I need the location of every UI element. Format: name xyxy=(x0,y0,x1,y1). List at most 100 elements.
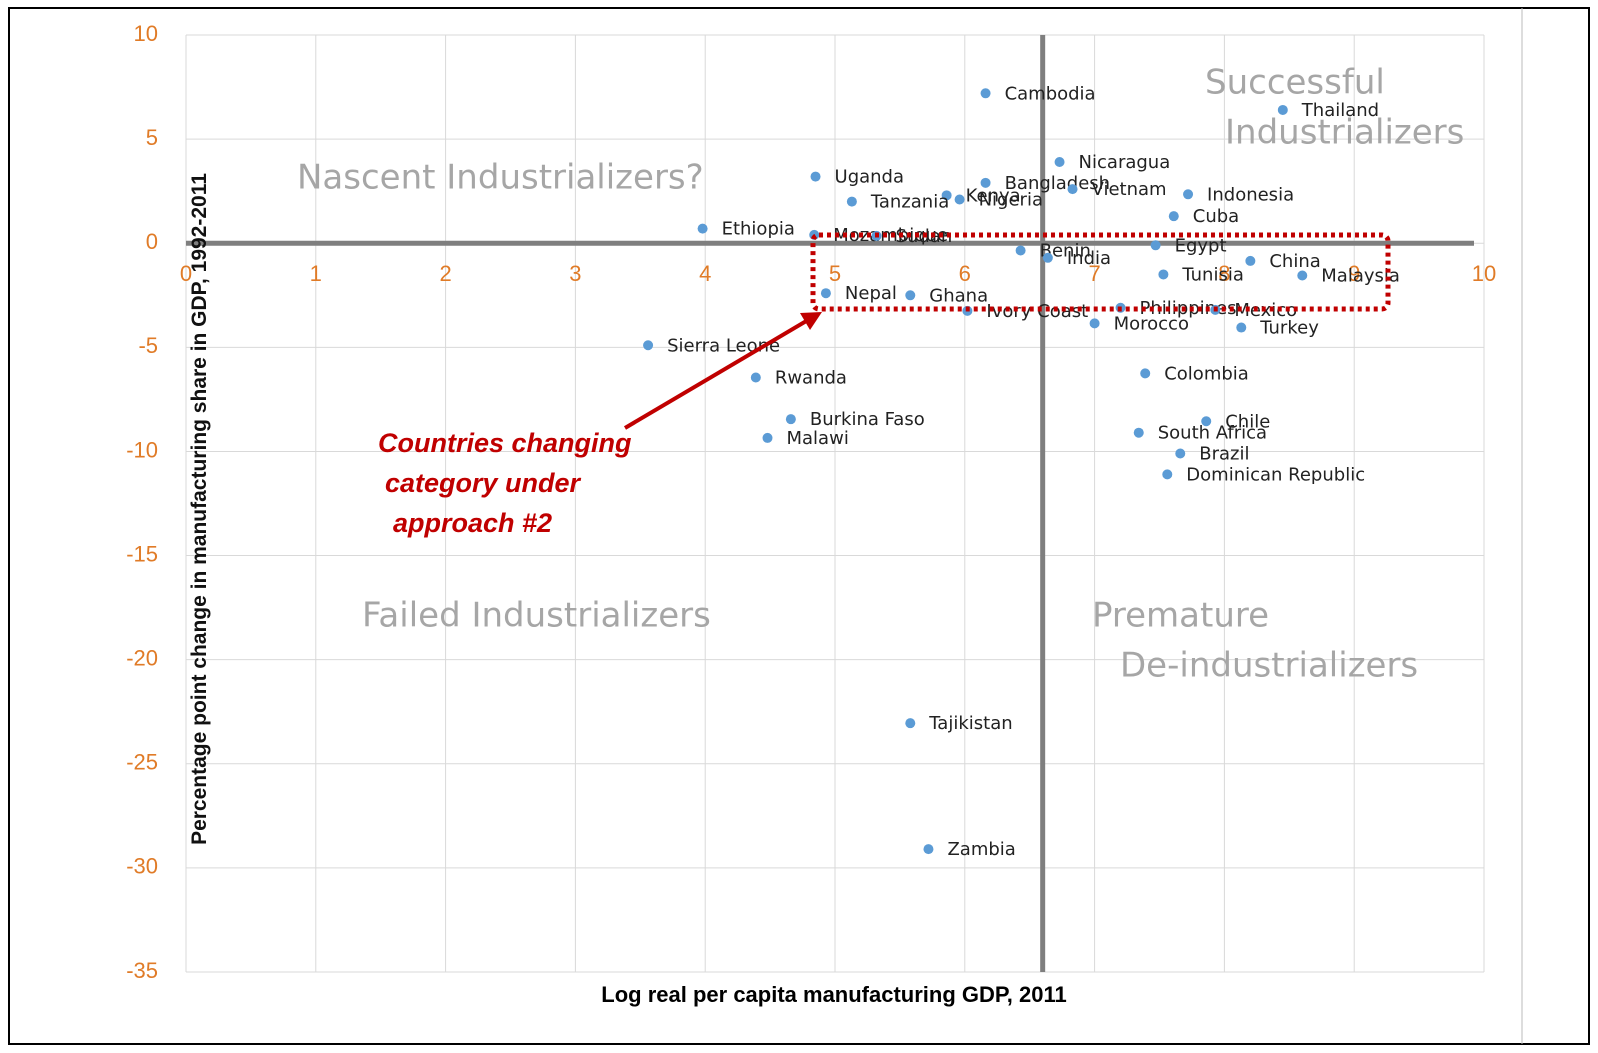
y-tick-label: 0 xyxy=(146,229,158,254)
highlight-box xyxy=(810,232,1391,312)
point-label: Mexico xyxy=(1234,300,1297,321)
point xyxy=(905,290,916,301)
frame xyxy=(8,7,1590,1045)
point xyxy=(1297,270,1308,281)
quadrant-label: Nascent Industrializers? xyxy=(297,158,704,198)
point-label: Nepal xyxy=(845,283,897,304)
x-tick-label: 3 xyxy=(569,261,581,286)
point-label: Ethiopia xyxy=(722,219,795,240)
point xyxy=(762,432,773,443)
y-axis-title: Percentage point change in manufacturing… xyxy=(188,173,211,845)
point-label: Thailand xyxy=(1301,100,1379,121)
point xyxy=(750,372,761,383)
arrow-head xyxy=(800,312,822,330)
arrow-line xyxy=(623,318,810,430)
point xyxy=(810,171,821,182)
point xyxy=(1201,416,1212,427)
point xyxy=(1042,252,1053,263)
x-tick-label: 8 xyxy=(1218,261,1230,286)
point-label: China xyxy=(1269,251,1320,272)
point xyxy=(1067,184,1078,195)
point-label: Indonesia xyxy=(1207,184,1294,205)
point-label: Burkina Faso xyxy=(810,409,925,430)
point xyxy=(846,196,857,207)
point xyxy=(1133,427,1144,438)
point-label: Morocco xyxy=(1114,313,1189,334)
point-label: Brazil xyxy=(1199,444,1249,465)
quadrant-label: Failed Industrializers xyxy=(362,596,711,636)
point xyxy=(1140,368,1151,379)
point-label: Tanzania xyxy=(870,192,949,213)
quadrant-label: Successful xyxy=(1205,63,1385,103)
point xyxy=(643,340,654,351)
quadrant-label: Industrializers xyxy=(1225,113,1464,153)
point xyxy=(697,223,708,234)
y-tick-label: -35 xyxy=(126,958,158,983)
point-label: Colombia xyxy=(1164,363,1249,384)
y-tick-label: -15 xyxy=(126,541,158,566)
point xyxy=(1150,240,1161,251)
point-label: Malawi xyxy=(787,428,849,449)
point xyxy=(1015,245,1026,256)
x-tick-label: 4 xyxy=(699,261,711,286)
point-label: Kenya xyxy=(966,185,1021,206)
point xyxy=(1054,157,1065,168)
annotation: category under xyxy=(385,468,582,498)
x-axis-title: Log real per capita manufacturing GDP, 2… xyxy=(601,982,1066,1007)
point xyxy=(1277,104,1288,115)
point-label: Uganda xyxy=(835,167,905,188)
point xyxy=(785,414,796,425)
x-tick-label: 5 xyxy=(829,261,841,286)
y-tick-label: 5 xyxy=(146,125,158,150)
point-label: Turkey xyxy=(1259,318,1319,339)
point xyxy=(1175,448,1186,459)
point-label: Nigeria xyxy=(979,189,1043,210)
quadrant-label: Premature xyxy=(1092,596,1269,636)
point-label: Zambia xyxy=(947,839,1015,860)
point xyxy=(954,194,965,205)
point xyxy=(820,288,831,299)
point-label: Tajikistan xyxy=(928,713,1012,734)
point xyxy=(923,844,934,855)
x-tick-label: 1 xyxy=(310,261,322,286)
point xyxy=(1089,318,1100,329)
point-label: Cuba xyxy=(1193,206,1239,227)
y-tick-label: -10 xyxy=(126,437,158,462)
x-tick-label: 6 xyxy=(959,261,971,286)
point-label: Egypt xyxy=(1175,235,1227,256)
quadrant-label: De-industrializers xyxy=(1120,646,1418,686)
point-label: Rwanda xyxy=(775,368,847,389)
y-tick-label: -5 xyxy=(138,333,158,358)
point xyxy=(1183,189,1194,200)
point-label: Chile xyxy=(1225,411,1270,432)
point-label: Bangladesh xyxy=(1005,173,1111,194)
y-tick-label: -30 xyxy=(126,854,158,879)
point-label: Ivory Coast xyxy=(986,301,1088,322)
point xyxy=(1236,322,1247,333)
x-tick-label: 2 xyxy=(439,261,451,286)
x-tick-label: 9 xyxy=(1348,261,1360,286)
point xyxy=(1158,269,1169,280)
y-tick-label: -20 xyxy=(126,645,158,670)
point-label: India xyxy=(1067,248,1111,269)
point-label: Vietnam xyxy=(1092,179,1167,200)
y-tick-label: 10 xyxy=(134,21,158,46)
point xyxy=(1245,255,1256,266)
point xyxy=(941,190,952,201)
point-label: Cambodia xyxy=(1005,83,1096,104)
x-tick-label: 10 xyxy=(1472,261,1496,286)
y-tick-label: -25 xyxy=(126,750,158,775)
annotation: approach #2 xyxy=(393,508,552,538)
point xyxy=(905,718,916,729)
point-label: Mozambique xyxy=(833,225,948,246)
point xyxy=(980,88,991,99)
point-label: South Africa xyxy=(1158,423,1267,444)
point-label: Dominican Republic xyxy=(1186,464,1365,485)
point-label: Malaysia xyxy=(1321,265,1400,286)
x-tick-label: 0 xyxy=(180,261,192,286)
point-label: Ghana xyxy=(929,285,988,306)
x-tick-label: 7 xyxy=(1088,261,1100,286)
annotation: Countries changing xyxy=(378,428,632,458)
